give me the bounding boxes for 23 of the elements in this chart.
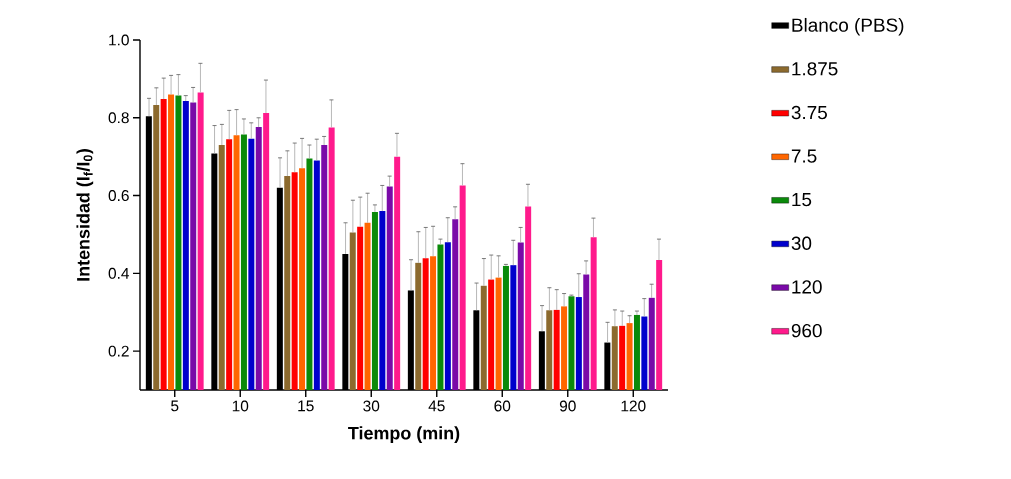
x-tick-label: 10: [232, 400, 249, 412]
y-tick-label: 0.8: [108, 112, 129, 124]
x-tick-label: 30: [363, 400, 380, 412]
x-tick-label: 90: [559, 400, 576, 412]
text: Intensidad (I$_{f}$/I$_{0}$): [76, 149, 94, 281]
y-tick-label: 0.6: [108, 190, 129, 202]
y-tick-label: 0.2: [108, 345, 129, 357]
legend-label: 3.75: [791, 105, 827, 120]
legend-label: Blanco (PBS): [792, 17, 904, 36]
x-axis-title: Tiempo (min): [348, 426, 460, 444]
legend-label: 15: [792, 193, 812, 207]
x-tick-label: 5: [171, 400, 179, 412]
legend-label: 1.875: [792, 62, 838, 76]
y-tick-label: 0.4: [108, 267, 130, 279]
legend-label: 120: [792, 280, 822, 294]
x-tick-label: 15: [298, 400, 314, 412]
legend-label: 960: [791, 323, 822, 338]
x-tick-label: 120: [621, 400, 646, 412]
x-tick-label: 45: [428, 400, 445, 412]
legend-label: 30: [791, 236, 812, 250]
x-tick-label: 60: [494, 400, 511, 412]
legend-label: 7.5: [791, 149, 817, 163]
y-tick-label: 1.0: [109, 34, 129, 46]
